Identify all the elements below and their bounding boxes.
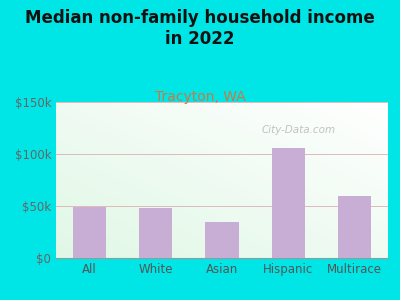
Bar: [206, 222, 238, 258]
Bar: [272, 148, 305, 258]
Text: City-Data.com: City-Data.com: [261, 125, 336, 135]
Bar: [338, 196, 372, 258]
Text: Tracyton, WA: Tracyton, WA: [155, 90, 245, 104]
Bar: [139, 208, 172, 258]
Text: Median non-family household income
in 2022: Median non-family household income in 20…: [25, 9, 375, 48]
Bar: [73, 207, 106, 258]
